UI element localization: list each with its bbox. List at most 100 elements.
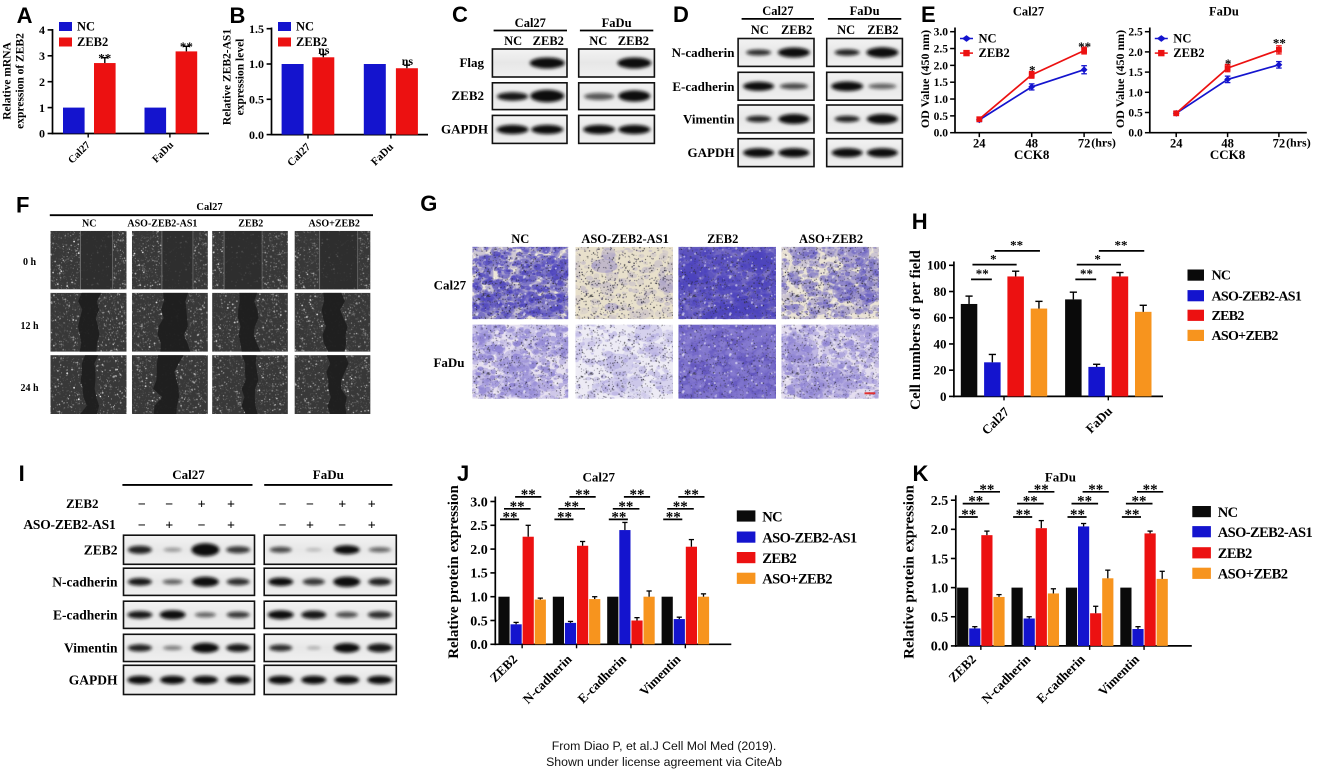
svg-text:**: ** bbox=[673, 499, 688, 515]
svg-text:1: 1 bbox=[39, 101, 45, 115]
svg-text:2.0: 2.0 bbox=[470, 543, 488, 558]
svg-text:ZEB2: ZEB2 bbox=[1173, 46, 1204, 60]
svg-text:B: B bbox=[230, 3, 246, 28]
svg-text:NC: NC bbox=[82, 218, 96, 229]
svg-text:**: ** bbox=[666, 509, 681, 525]
svg-text:ASO+ZEB2: ASO+ZEB2 bbox=[1212, 329, 1279, 344]
svg-text:FaDu: FaDu bbox=[369, 141, 396, 168]
svg-text:24: 24 bbox=[973, 137, 986, 151]
svg-text:ASO-ZEB2-AS1: ASO-ZEB2-AS1 bbox=[1218, 525, 1313, 541]
svg-text:ZEB2: ZEB2 bbox=[867, 23, 898, 37]
svg-text:**: ** bbox=[1078, 39, 1091, 54]
svg-text:**: ** bbox=[1088, 482, 1103, 498]
svg-text:ZEB2: ZEB2 bbox=[762, 551, 796, 567]
svg-text:48: 48 bbox=[1221, 137, 1234, 151]
svg-text:0.5: 0.5 bbox=[470, 614, 488, 629]
svg-text:**: ** bbox=[1034, 482, 1049, 498]
svg-text:+: + bbox=[306, 518, 314, 533]
svg-text:ZEB2: ZEB2 bbox=[707, 232, 738, 246]
svg-text:F: F bbox=[16, 193, 29, 218]
svg-text:Vimentin: Vimentin bbox=[683, 112, 735, 127]
svg-text:E-cadherin: E-cadherin bbox=[53, 608, 118, 623]
svg-text:0: 0 bbox=[39, 127, 45, 141]
svg-text:−: − bbox=[279, 518, 287, 533]
svg-text:From Diao P, et al.J Cell Mol: From Diao P, et al.J Cell Mol Med (2019)… bbox=[552, 739, 777, 753]
svg-text:ZEB2: ZEB2 bbox=[84, 543, 118, 558]
svg-text:Cal27: Cal27 bbox=[1013, 5, 1044, 19]
svg-text:Cal27: Cal27 bbox=[762, 4, 793, 18]
svg-text:NC: NC bbox=[979, 32, 997, 46]
svg-text:ZEB2: ZEB2 bbox=[533, 34, 564, 48]
svg-text:**: ** bbox=[1023, 494, 1038, 510]
svg-text:Cal27: Cal27 bbox=[66, 140, 92, 166]
svg-text:72: 72 bbox=[1078, 137, 1091, 151]
svg-text:1.0: 1.0 bbox=[931, 581, 949, 596]
svg-text:Shown under license agreement: Shown under license agreement via CiteAb bbox=[546, 755, 782, 769]
svg-text:ZEB2: ZEB2 bbox=[1218, 546, 1252, 562]
svg-text:**: ** bbox=[557, 509, 572, 525]
svg-text:Flag: Flag bbox=[459, 55, 484, 70]
svg-text:FaDu: FaDu bbox=[433, 355, 464, 370]
svg-text:ZEB2: ZEB2 bbox=[945, 652, 979, 686]
svg-text:N-cadherin: N-cadherin bbox=[672, 45, 736, 60]
svg-text:D: D bbox=[673, 2, 689, 27]
svg-text:N-cadherin: N-cadherin bbox=[52, 575, 118, 590]
svg-text:*: * bbox=[1094, 252, 1101, 267]
svg-text:1.0: 1.0 bbox=[1128, 87, 1143, 99]
svg-text:2.0: 2.0 bbox=[934, 60, 949, 72]
svg-text:+: + bbox=[368, 518, 376, 533]
svg-text:ZEB2: ZEB2 bbox=[296, 35, 327, 49]
svg-text:**: ** bbox=[575, 487, 590, 503]
svg-text:+: + bbox=[368, 497, 376, 512]
svg-text:−: − bbox=[306, 497, 314, 512]
svg-text:+: + bbox=[227, 518, 235, 533]
svg-text:0.0: 0.0 bbox=[934, 128, 949, 140]
svg-text:E-cadherin: E-cadherin bbox=[672, 79, 735, 94]
svg-text:*: * bbox=[1029, 63, 1036, 78]
svg-text:72: 72 bbox=[1273, 137, 1286, 151]
svg-text:ASO-ZEB2-AS1: ASO-ZEB2-AS1 bbox=[127, 218, 197, 229]
svg-text:Relative protein expression: Relative protein expression bbox=[902, 485, 918, 659]
svg-text:OD Value (450 nm): OD Value (450 nm) bbox=[1113, 30, 1127, 128]
svg-text:E-cadherin: E-cadherin bbox=[575, 651, 630, 706]
svg-text:J: J bbox=[457, 461, 469, 486]
svg-text:**: ** bbox=[961, 507, 976, 523]
svg-text:FaDu: FaDu bbox=[1083, 404, 1116, 437]
svg-text:CCK8: CCK8 bbox=[1210, 147, 1246, 162]
svg-text:+: + bbox=[198, 497, 206, 512]
svg-text:**: ** bbox=[1070, 507, 1085, 523]
svg-text:NC: NC bbox=[511, 232, 529, 246]
svg-text:ZEB2: ZEB2 bbox=[1212, 309, 1245, 324]
svg-text:0.5: 0.5 bbox=[249, 93, 264, 107]
svg-text:I: I bbox=[19, 461, 25, 486]
svg-text:NC: NC bbox=[837, 23, 855, 37]
svg-text:ZEB2: ZEB2 bbox=[77, 35, 108, 49]
svg-text:FaDu: FaDu bbox=[313, 467, 344, 482]
svg-text:NC: NC bbox=[1212, 269, 1231, 284]
svg-text:Vimentin: Vimentin bbox=[636, 651, 684, 699]
svg-text:NC: NC bbox=[296, 20, 314, 34]
svg-text:ZEB2: ZEB2 bbox=[781, 23, 812, 37]
svg-text:NC: NC bbox=[1173, 32, 1191, 46]
svg-text:E-cadherin: E-cadherin bbox=[1033, 651, 1088, 706]
svg-text:GAPDH: GAPDH bbox=[688, 145, 735, 160]
svg-text:1.0: 1.0 bbox=[249, 57, 264, 71]
svg-text:3.0: 3.0 bbox=[934, 27, 949, 39]
svg-text:expression of ZEB2: expression of ZEB2 bbox=[15, 33, 27, 129]
svg-text:Cal27: Cal27 bbox=[515, 16, 546, 30]
svg-text:+: + bbox=[165, 518, 173, 533]
svg-text:**: ** bbox=[976, 266, 989, 281]
svg-text:E: E bbox=[921, 2, 936, 27]
svg-text:ZEB2: ZEB2 bbox=[618, 34, 649, 48]
svg-text:0.0: 0.0 bbox=[1128, 128, 1143, 140]
svg-text:**: ** bbox=[1114, 238, 1127, 253]
svg-text:Cal27: Cal27 bbox=[434, 278, 467, 293]
svg-text:Cal27: Cal27 bbox=[285, 141, 313, 169]
svg-text:2.5: 2.5 bbox=[934, 44, 949, 56]
svg-text:1.0: 1.0 bbox=[934, 94, 949, 106]
svg-text:ZEB2: ZEB2 bbox=[451, 88, 484, 103]
svg-text:NC: NC bbox=[504, 34, 522, 48]
svg-text:24: 24 bbox=[1170, 137, 1183, 151]
svg-text:NC: NC bbox=[1218, 505, 1238, 521]
svg-text:(hrs): (hrs) bbox=[1091, 136, 1116, 150]
